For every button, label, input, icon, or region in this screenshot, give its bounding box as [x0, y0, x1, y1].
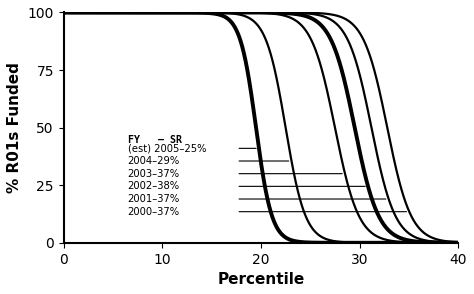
X-axis label: Percentile: Percentile [217, 272, 305, 287]
Y-axis label: % R01s Funded: % R01s Funded [7, 62, 22, 193]
Text: (est) 2005–25%: (est) 2005–25% [128, 143, 206, 153]
Text: 2004–29%: 2004–29% [128, 156, 180, 166]
Text: 2002–38%: 2002–38% [128, 181, 180, 191]
Text: 2001–37%: 2001–37% [128, 194, 180, 204]
Text: 2000–37%: 2000–37% [128, 207, 180, 217]
Text: FY   – SR: FY – SR [128, 135, 182, 145]
Text: 2003–37%: 2003–37% [128, 169, 180, 179]
